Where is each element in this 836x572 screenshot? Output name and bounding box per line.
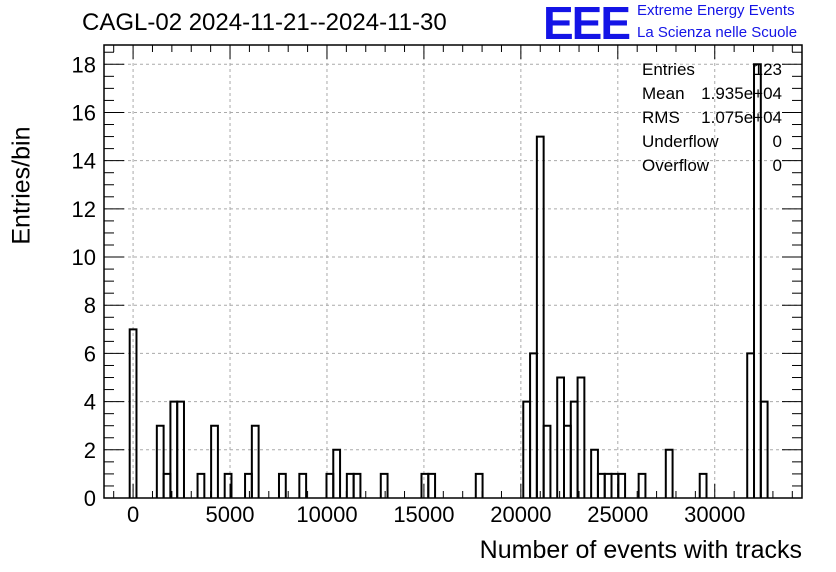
histogram-bar — [196, 472, 206, 498]
y-tick-label: 0 — [84, 486, 96, 511]
y-tick-label: 2 — [84, 438, 96, 463]
y-tick-label: 18 — [72, 52, 96, 77]
histogram-bar — [556, 376, 566, 498]
histogram-bar — [753, 63, 762, 498]
histogram-bar — [637, 472, 647, 498]
histogram-bar — [155, 424, 165, 498]
histogram-bar — [250, 424, 260, 498]
histogram-bar — [664, 448, 674, 498]
chart-title: CAGL-02 2024-11-21--2024-11-30 — [82, 9, 447, 36]
y-axis-label: Entries/bin — [7, 126, 36, 245]
grid-lines — [104, 45, 802, 499]
logo-text-line1: Extreme Energy Events — [637, 2, 795, 19]
y-tick-label: 14 — [72, 149, 96, 174]
histogram-bar — [529, 352, 538, 498]
x-tick-label: 5000 — [206, 502, 255, 527]
histogram-bar — [379, 472, 389, 498]
histogram-bar — [298, 472, 308, 498]
logo-text-line2: La Scienza nelle Scuole — [637, 24, 798, 41]
histogram-bar — [542, 424, 552, 498]
stats-value: 0 — [772, 132, 782, 151]
stats-value: 0 — [772, 156, 782, 175]
axis-ticks — [104, 45, 802, 499]
histogram-bar — [162, 472, 172, 498]
histogram-bar — [590, 448, 599, 498]
histogram-bar — [427, 472, 437, 498]
histogram-bar — [759, 400, 769, 498]
stats-value: 1.935e+04 — [701, 84, 782, 103]
histogram-bar — [277, 472, 287, 498]
stats-row-entries: Entries 123 — [642, 58, 782, 82]
y-tick-label: 8 — [84, 293, 96, 318]
histogram-bar — [244, 472, 253, 498]
y-tick-label: 4 — [84, 390, 96, 415]
stats-value: 123 — [753, 60, 782, 79]
histogram-bar — [698, 472, 708, 498]
stats-row-rms: RMS 1.075e+04 — [642, 106, 782, 130]
histogram-bar — [535, 135, 545, 498]
x-tick-label: 0 — [127, 502, 139, 527]
stats-label: Entries — [642, 60, 695, 79]
stats-box: Entries 123 Mean 1.935e+04 RMS 1.075e+04… — [642, 58, 782, 178]
histogram-bar — [332, 448, 342, 498]
histogram-bar — [576, 376, 586, 498]
histogram-bar — [176, 400, 185, 498]
plot-frame — [103, 44, 803, 499]
histogram-bar — [210, 424, 219, 498]
x-tick-label: 25000 — [587, 502, 648, 527]
histogram-bar — [128, 328, 138, 498]
x-tick-label: 15000 — [393, 502, 454, 527]
stats-row-overflow: Overflow 0 — [642, 154, 782, 178]
stats-value: 1.075e+04 — [701, 108, 782, 127]
histogram-bar — [746, 352, 756, 498]
histogram-bar — [325, 472, 335, 498]
stats-row-mean: Mean 1.935e+04 — [642, 82, 782, 106]
histogram-bar — [563, 424, 572, 498]
y-tick-label: 10 — [72, 245, 96, 270]
stats-label: Mean — [642, 84, 685, 103]
y-tick-label: 12 — [72, 197, 96, 222]
histogram-bar — [345, 472, 355, 498]
histogram-bar — [352, 472, 362, 498]
histogram-bar — [603, 472, 613, 498]
x-tick-label: 30000 — [684, 502, 745, 527]
y-tick-label: 16 — [72, 100, 96, 125]
tick-labels: 0 5000 10000 15000 20000 25000 30000 0 2 4 6 8 10 12 1… — [72, 52, 746, 527]
histogram-bar — [420, 472, 430, 498]
y-tick-label: 6 — [84, 341, 96, 366]
histogram-bar — [617, 472, 627, 498]
stats-row-underflow: Underflow 0 — [642, 130, 782, 154]
x-axis-label: Number of events with tracks — [479, 536, 802, 564]
eee-logo-mark: EEE — [543, 0, 631, 49]
histogram-bar — [223, 472, 233, 498]
histogram-bar — [474, 472, 484, 498]
stats-label: RMS — [642, 108, 680, 127]
histogram-bar — [610, 472, 620, 498]
stats-label: Underflow — [642, 132, 719, 151]
stats-label: Overflow — [642, 156, 710, 175]
histogram-bar — [596, 472, 606, 498]
x-tick-label: 20000 — [490, 502, 551, 527]
x-tick-label: 10000 — [296, 502, 357, 527]
